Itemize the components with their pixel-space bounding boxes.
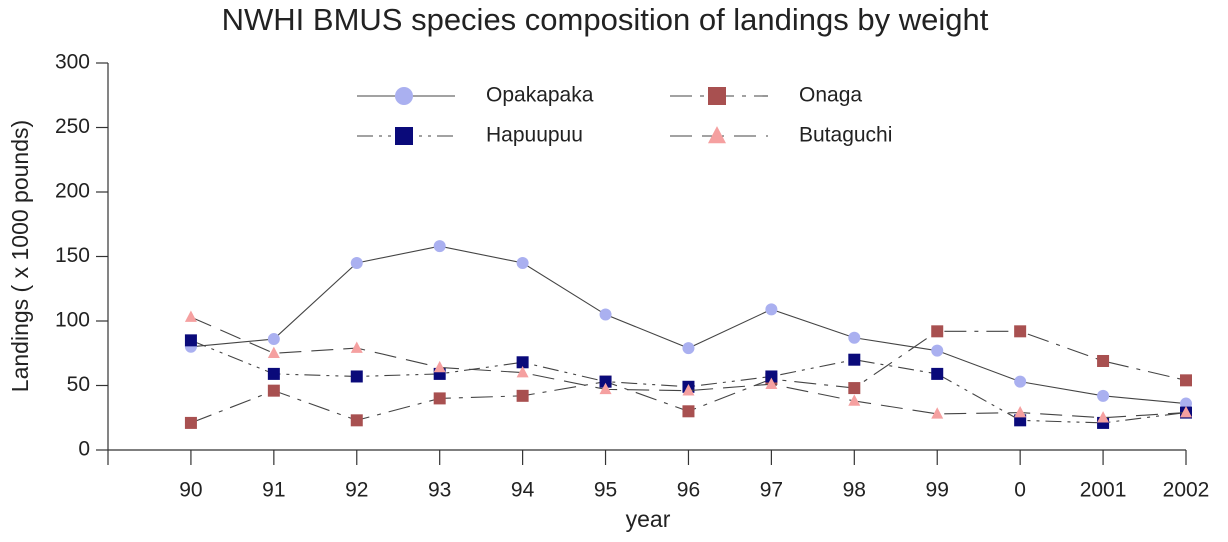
marker	[267, 367, 280, 380]
marker	[184, 310, 197, 322]
x-tick-label: 95	[594, 479, 617, 502]
marker	[931, 367, 944, 380]
y-axis-label: Landings ( x 1000 pounds)	[7, 120, 33, 392]
marker	[516, 366, 529, 378]
marker	[931, 325, 944, 338]
y-tick-label: 300	[55, 51, 90, 74]
marker	[516, 389, 529, 402]
marker	[765, 377, 778, 390]
marker	[1014, 325, 1027, 338]
x-tick-label: 96	[677, 479, 700, 502]
marker	[708, 87, 726, 105]
marker	[350, 370, 363, 383]
marker	[350, 341, 363, 353]
marker	[1180, 374, 1192, 387]
marker	[848, 382, 861, 395]
x-tick-label: 2001	[1080, 479, 1127, 502]
marker	[267, 384, 280, 397]
marker	[599, 308, 612, 321]
marker	[682, 405, 695, 418]
marker	[765, 370, 778, 383]
marker	[1180, 397, 1192, 410]
x-tick-label: 0	[1014, 479, 1026, 502]
marker	[682, 384, 695, 396]
x-tick-label: 98	[843, 479, 866, 502]
marker	[267, 333, 280, 346]
x-tick-label: 90	[179, 479, 202, 502]
y-tick-label: 250	[55, 115, 90, 138]
marker	[708, 126, 726, 144]
series-line	[190, 245, 1187, 405]
x-tick-label: 91	[262, 479, 285, 502]
marker	[350, 414, 363, 427]
x-tick-label: 92	[345, 479, 368, 502]
x-axis-label: year	[626, 506, 671, 532]
marker	[395, 87, 413, 105]
marker	[267, 346, 280, 359]
marker	[931, 344, 944, 357]
legend-label: Opakapaka	[486, 84, 594, 107]
x-tick-label: 94	[511, 479, 535, 502]
series-line	[190, 316, 1187, 419]
marker	[931, 407, 944, 419]
marker	[433, 360, 446, 373]
marker	[1097, 389, 1110, 402]
marker	[395, 127, 413, 145]
marker	[599, 375, 612, 388]
marker	[1014, 375, 1027, 388]
y-tick-label: 50	[67, 373, 90, 396]
y-tick-label: 150	[55, 244, 90, 267]
marker	[848, 331, 861, 344]
marker	[682, 342, 695, 355]
chart-title: NWHI BMUS species composition of landing…	[222, 2, 989, 37]
marker	[1097, 411, 1110, 423]
marker	[184, 416, 197, 429]
x-tick-label: 99	[926, 479, 949, 502]
legend-label: Hapuupuu	[486, 124, 583, 147]
marker	[599, 382, 612, 395]
x-tick-label: 93	[428, 479, 451, 502]
marker	[848, 394, 861, 406]
marker	[1180, 405, 1192, 418]
legend-label: Butaguchi	[799, 124, 892, 147]
marker	[1014, 405, 1027, 418]
y-tick-label: 100	[55, 309, 90, 332]
x-tick-label: 97	[760, 479, 783, 502]
marker	[516, 256, 529, 269]
y-tick-label: 0	[78, 438, 90, 461]
marker	[516, 356, 529, 369]
y-tick-label: 200	[55, 180, 90, 203]
marker	[350, 256, 363, 269]
marker	[184, 334, 197, 347]
x-tick-label: 2002	[1163, 479, 1210, 502]
marker	[433, 392, 446, 405]
marker	[1097, 354, 1110, 367]
marker	[433, 240, 446, 253]
marker	[765, 303, 778, 316]
marker	[848, 353, 861, 366]
marker	[1014, 414, 1027, 427]
legend-label: Onaga	[799, 84, 862, 107]
